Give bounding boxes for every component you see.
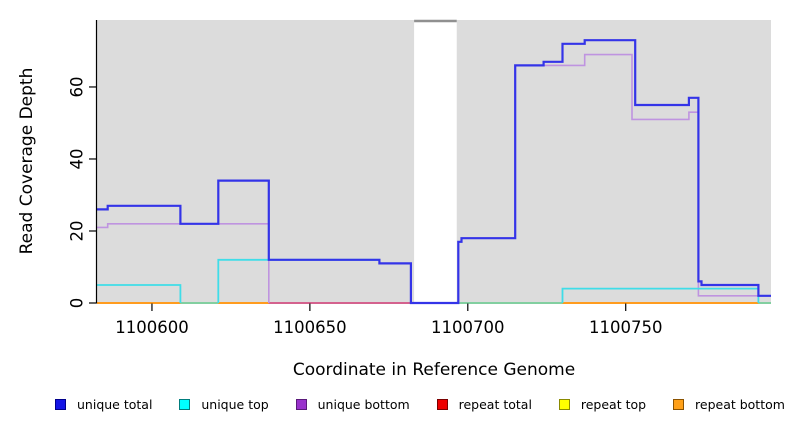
legend-swatch-icon [55, 399, 66, 410]
legend-swatch-icon [558, 399, 570, 410]
y-tick-label: 0 [67, 297, 87, 309]
legend-label: repeat total [458, 397, 532, 412]
legend-item: repeat bottom [673, 397, 785, 412]
legend-swatch-icon [179, 399, 191, 410]
legend-label: unique top [201, 397, 269, 412]
x-tick-label: 1100650 [273, 318, 347, 337]
y-axis-title: Read Coverage Depth [17, 67, 37, 255]
legend-item: unique total [55, 397, 152, 412]
legend-label: repeat bottom [695, 397, 785, 412]
legend: unique total unique top unique bottom repea… [0, 397, 792, 412]
legend-label: unique bottom [317, 397, 410, 412]
legend-item: repeat top [558, 397, 647, 412]
legend-label: unique total [77, 397, 153, 412]
legend-swatch-icon [436, 399, 448, 410]
legend-item: repeat total [436, 397, 532, 412]
x-tick-label: 1100700 [431, 318, 505, 337]
y-tick-label: 60 [67, 76, 87, 98]
legend-swatch-icon [295, 399, 307, 410]
gap-band [414, 20, 457, 303]
legend-swatch-icon [673, 399, 685, 410]
legend-label: repeat top [580, 397, 647, 412]
legend-item: unique bottom [295, 397, 410, 412]
y-tick-label: 40 [67, 148, 87, 170]
series-unique-total [97, 39, 771, 305]
x-tick-label: 1100600 [115, 318, 189, 337]
x-axis-title: Coordinate in Reference Genome [292, 360, 576, 380]
y-tick-label: 20 [67, 220, 87, 242]
x-tick-label: 1100750 [588, 318, 663, 337]
legend-item: unique top [179, 397, 269, 412]
